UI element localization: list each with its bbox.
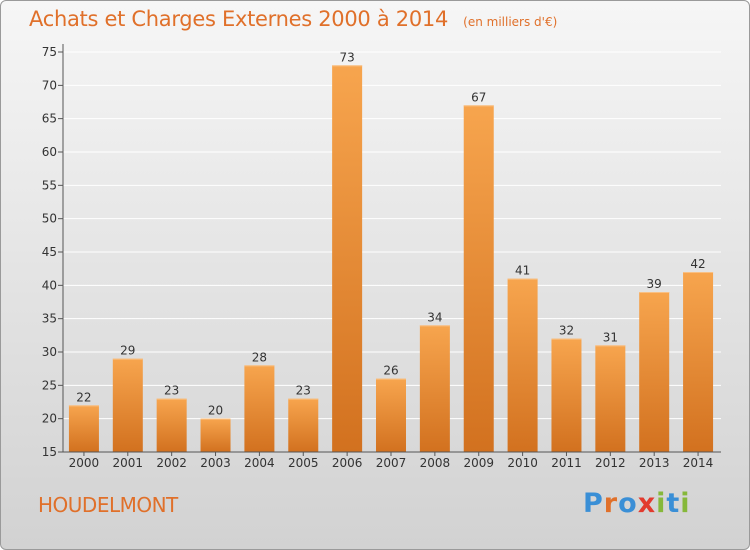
bar-value-label: 23 [296,384,311,398]
x-tick-label: 2005 [288,456,319,470]
logo-letter: t [666,488,681,519]
x-tick-label: 2008 [420,456,451,470]
x-tick-label: 2001 [113,456,144,470]
bar [156,398,187,452]
bar-value-label: 31 [603,330,618,344]
logo-letter: o [618,488,638,519]
bar-value-label: 42 [690,257,705,271]
y-tick-label: 65 [42,112,57,126]
bar [332,65,363,452]
bar [595,345,626,452]
x-tick-label: 2004 [244,456,275,470]
x-tick-label: 2010 [507,456,538,470]
y-tick-label: 70 [42,78,57,92]
bar-value-label: 41 [515,264,530,278]
x-tick-label: 2000 [69,456,100,470]
y-tick-label: 50 [42,212,57,226]
chart-subtitle: (en milliers d'€) [463,15,558,29]
x-tick-label: 2011 [551,456,582,470]
y-tick-label: 45 [42,245,57,259]
commune-name: HOUDELMONT [38,493,178,517]
y-tick-label: 55 [42,178,57,192]
y-tick-label: 75 [42,45,57,59]
bar [639,292,670,452]
bar [112,358,143,452]
x-tick-label: 2009 [463,456,494,470]
bar-value-label: 23 [164,384,179,398]
bar [200,418,231,452]
y-tick-label: 25 [42,378,57,392]
y-tick-label: 35 [42,312,57,326]
y-tick-label: 15 [42,445,57,459]
x-tick-label: 2002 [156,456,187,470]
x-tick-label: 2014 [683,456,714,470]
logo-letter: i [680,488,691,519]
y-tick-label: 30 [42,345,57,359]
bar-value-label: 67 [471,90,486,104]
x-tick-label: 2012 [595,456,626,470]
bar-value-label: 39 [647,277,662,291]
logo-letter: P [583,488,604,519]
bar-value-label: 29 [120,344,135,358]
bar [68,405,99,452]
y-tick-label: 60 [42,145,57,159]
bar-value-label: 26 [383,364,398,378]
bar-value-label: 73 [339,50,354,64]
proxiti-logo: Proxiti [583,488,691,519]
bar-value-label: 28 [252,350,267,364]
bar-value-label: 34 [427,310,442,324]
logo-letter: r [603,488,619,519]
bar [288,398,319,452]
x-tick-label: 2003 [200,456,231,470]
bar [551,338,582,452]
y-tick-label: 20 [42,412,57,426]
title-row: Achats et Charges Externes 2000 à 2014 (… [29,7,557,31]
x-tick-label: 2006 [332,456,363,470]
bar [507,278,538,452]
bar-value-label: 20 [208,404,223,418]
chart-title: Achats et Charges Externes 2000 à 2014 [29,7,449,31]
x-tick-label: 2007 [376,456,407,470]
axes [58,44,721,456]
labels: 15 20 25 30 35 40 45 50 55 60 65 70 75 22 2000 29 2001 23… [42,45,714,470]
bar [463,105,494,452]
bar [376,378,406,452]
bar [244,365,275,452]
bar [683,272,714,452]
bars [68,65,714,452]
x-tick-label: 2013 [639,456,670,470]
bar [419,325,450,452]
bar-value-label: 22 [76,390,91,404]
logo-letter: i [656,488,667,519]
y-tick-label: 40 [42,278,57,292]
bar-value-label: 32 [559,324,574,338]
logo-letter: x [637,488,657,519]
